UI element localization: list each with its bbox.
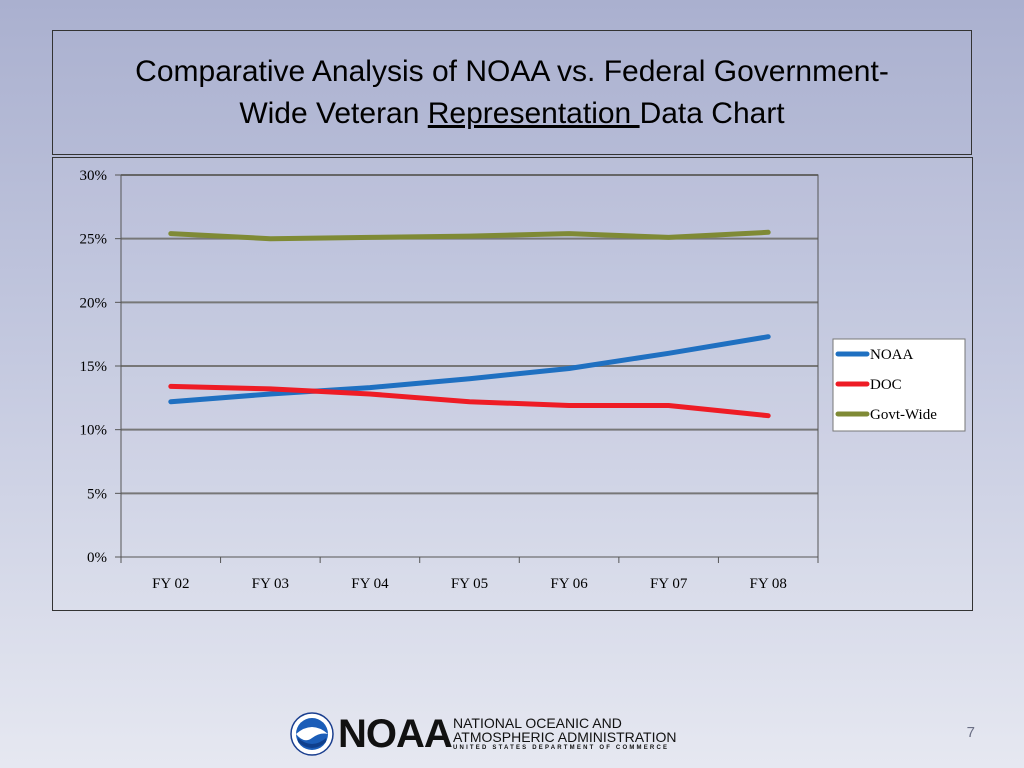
slide-title: Comparative Analysis of NOAA vs. Federal… bbox=[52, 30, 972, 155]
line-chart: 0% 5% 10% 15% 20% 25% 30% FY 02 FY 03 FY 04 FY 05 F… bbox=[80, 168, 966, 592]
title-line-2-end: Data Chart bbox=[639, 96, 785, 130]
legend-label: Govt-Wide bbox=[870, 407, 937, 423]
x-tick-label: FY 06 bbox=[550, 576, 588, 592]
legend-label: DOC bbox=[870, 377, 902, 393]
x-tick-label: FY 07 bbox=[650, 576, 688, 592]
logo-text-line-3: UNITED STATES DEPARTMENT OF COMMERCE bbox=[453, 745, 670, 751]
y-tick-label: 10% bbox=[80, 423, 108, 439]
title-line-2-start: Wide Veteran bbox=[239, 96, 428, 130]
plot-area bbox=[120, 174, 819, 558]
logo-text-line-1: NATIONAL OCEANIC AND bbox=[453, 715, 622, 731]
series-line-doc bbox=[168, 383, 771, 419]
series-line-govt-wide bbox=[168, 229, 771, 242]
title-line-1: Comparative Analysis of NOAA vs. Federal… bbox=[135, 54, 889, 88]
y-tick-label: 30% bbox=[80, 168, 108, 184]
logo-text-line-2: ATMOSPHERIC ADMINISTRATION bbox=[453, 729, 677, 745]
x-tick-label: FY 02 bbox=[152, 576, 189, 592]
x-tick-label: FY 03 bbox=[252, 576, 289, 592]
legend-label: NOAA bbox=[870, 347, 913, 363]
noaa-emblem-icon bbox=[290, 712, 334, 756]
title-underlined-word: Representation bbox=[427, 96, 640, 130]
noaa-logo: NOAA NATIONAL OCEANIC AND ATMOSPHERIC AD… bbox=[290, 710, 690, 758]
y-tick-label: 20% bbox=[80, 295, 108, 311]
logo-wordmark: NOAA bbox=[338, 712, 453, 756]
x-tick-label: FY 08 bbox=[750, 576, 787, 592]
title-line-2: Wide Veteran Representation Data Chart bbox=[239, 93, 784, 135]
y-tick-label: 5% bbox=[87, 486, 107, 502]
chart-frame: 0% 5% 10% 15% 20% 25% 30% FY 02 FY 03 FY 04 FY 05 F… bbox=[52, 157, 973, 611]
x-tick-label: FY 05 bbox=[451, 576, 488, 592]
slide-number: 7 bbox=[966, 724, 975, 741]
x-tick-label: FY 04 bbox=[351, 576, 389, 592]
series-line-noaa bbox=[168, 334, 771, 405]
y-tick-label: 25% bbox=[80, 232, 108, 248]
y-tick-label: 0% bbox=[87, 550, 107, 566]
y-tick-label: 15% bbox=[80, 359, 108, 375]
